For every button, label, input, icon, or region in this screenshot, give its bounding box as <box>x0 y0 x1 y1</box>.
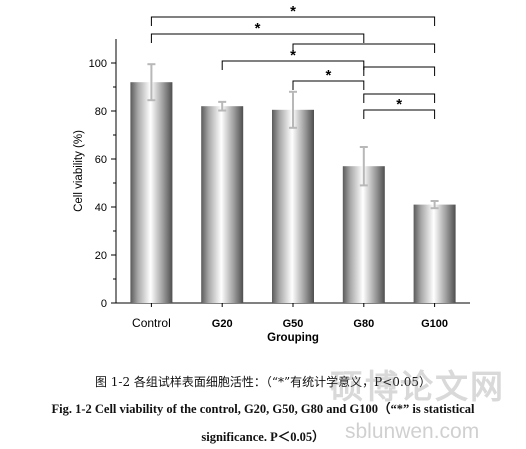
significance-bracket <box>292 43 436 53</box>
significance-star: * <box>325 67 331 84</box>
bar-G80 <box>342 166 385 303</box>
x-tick-label: G20 <box>212 318 233 330</box>
x-axis-title: Grouping <box>267 332 319 344</box>
x-tick-label: Control <box>132 316 171 330</box>
bar-Control <box>130 82 173 303</box>
x-tick-label: G80 <box>353 318 374 330</box>
bars <box>130 82 456 303</box>
significance-star: * <box>396 96 402 113</box>
figure-caption-english-line2: significance. P＜0.05） <box>201 430 325 444</box>
y-tick-label: 40 <box>95 202 107 214</box>
error-bars <box>147 63 439 210</box>
bar-G50 <box>272 109 314 303</box>
figure-caption-chinese: 图 1-2 各组试样表面细胞活性：（“*”有统计学意义，P<0.05） <box>94 375 432 389</box>
significance-star: * <box>290 3 296 20</box>
bar-G20 <box>201 106 244 303</box>
y-tick-label: 80 <box>95 106 107 118</box>
y-axis-title: Cell viability (%) <box>73 130 85 212</box>
y-tick-label: 60 <box>95 154 107 166</box>
y-tick-label: 100 <box>89 58 107 70</box>
significance-bracket <box>221 60 365 70</box>
significance-brackets: * * * * * <box>150 3 436 119</box>
significance-bracket <box>150 16 436 26</box>
significance-bracket <box>363 109 436 119</box>
y-tick-label: 20 <box>95 250 107 262</box>
x-tick-label: G100 <box>421 318 448 330</box>
bar-chart: 0 20 40 60 80 100 Control G20 G50 G80 G100 * * * * * G… <box>73 3 470 344</box>
significance-star: * <box>255 20 261 37</box>
significance-star: * <box>290 47 296 64</box>
y-tick-label: 0 <box>101 298 107 310</box>
x-tick-label: G50 <box>283 318 304 330</box>
significance-bracket <box>363 93 436 103</box>
bar-G100 <box>413 204 456 303</box>
significance-bracket <box>363 66 436 76</box>
figure-caption-english-line1: Fig. 1-2 Cell viability of the control, … <box>51 402 475 416</box>
significance-bracket <box>150 33 365 43</box>
significance-bracket <box>292 80 365 90</box>
axis-labels: Grouping Cell viability (%) <box>73 130 319 344</box>
watermark-text: 硕博论文网 <box>330 367 505 406</box>
watermark-url: sblunwen.com <box>345 420 480 443</box>
axes: 0 20 40 60 80 100 Control G20 G50 G80 G100 <box>89 39 470 330</box>
